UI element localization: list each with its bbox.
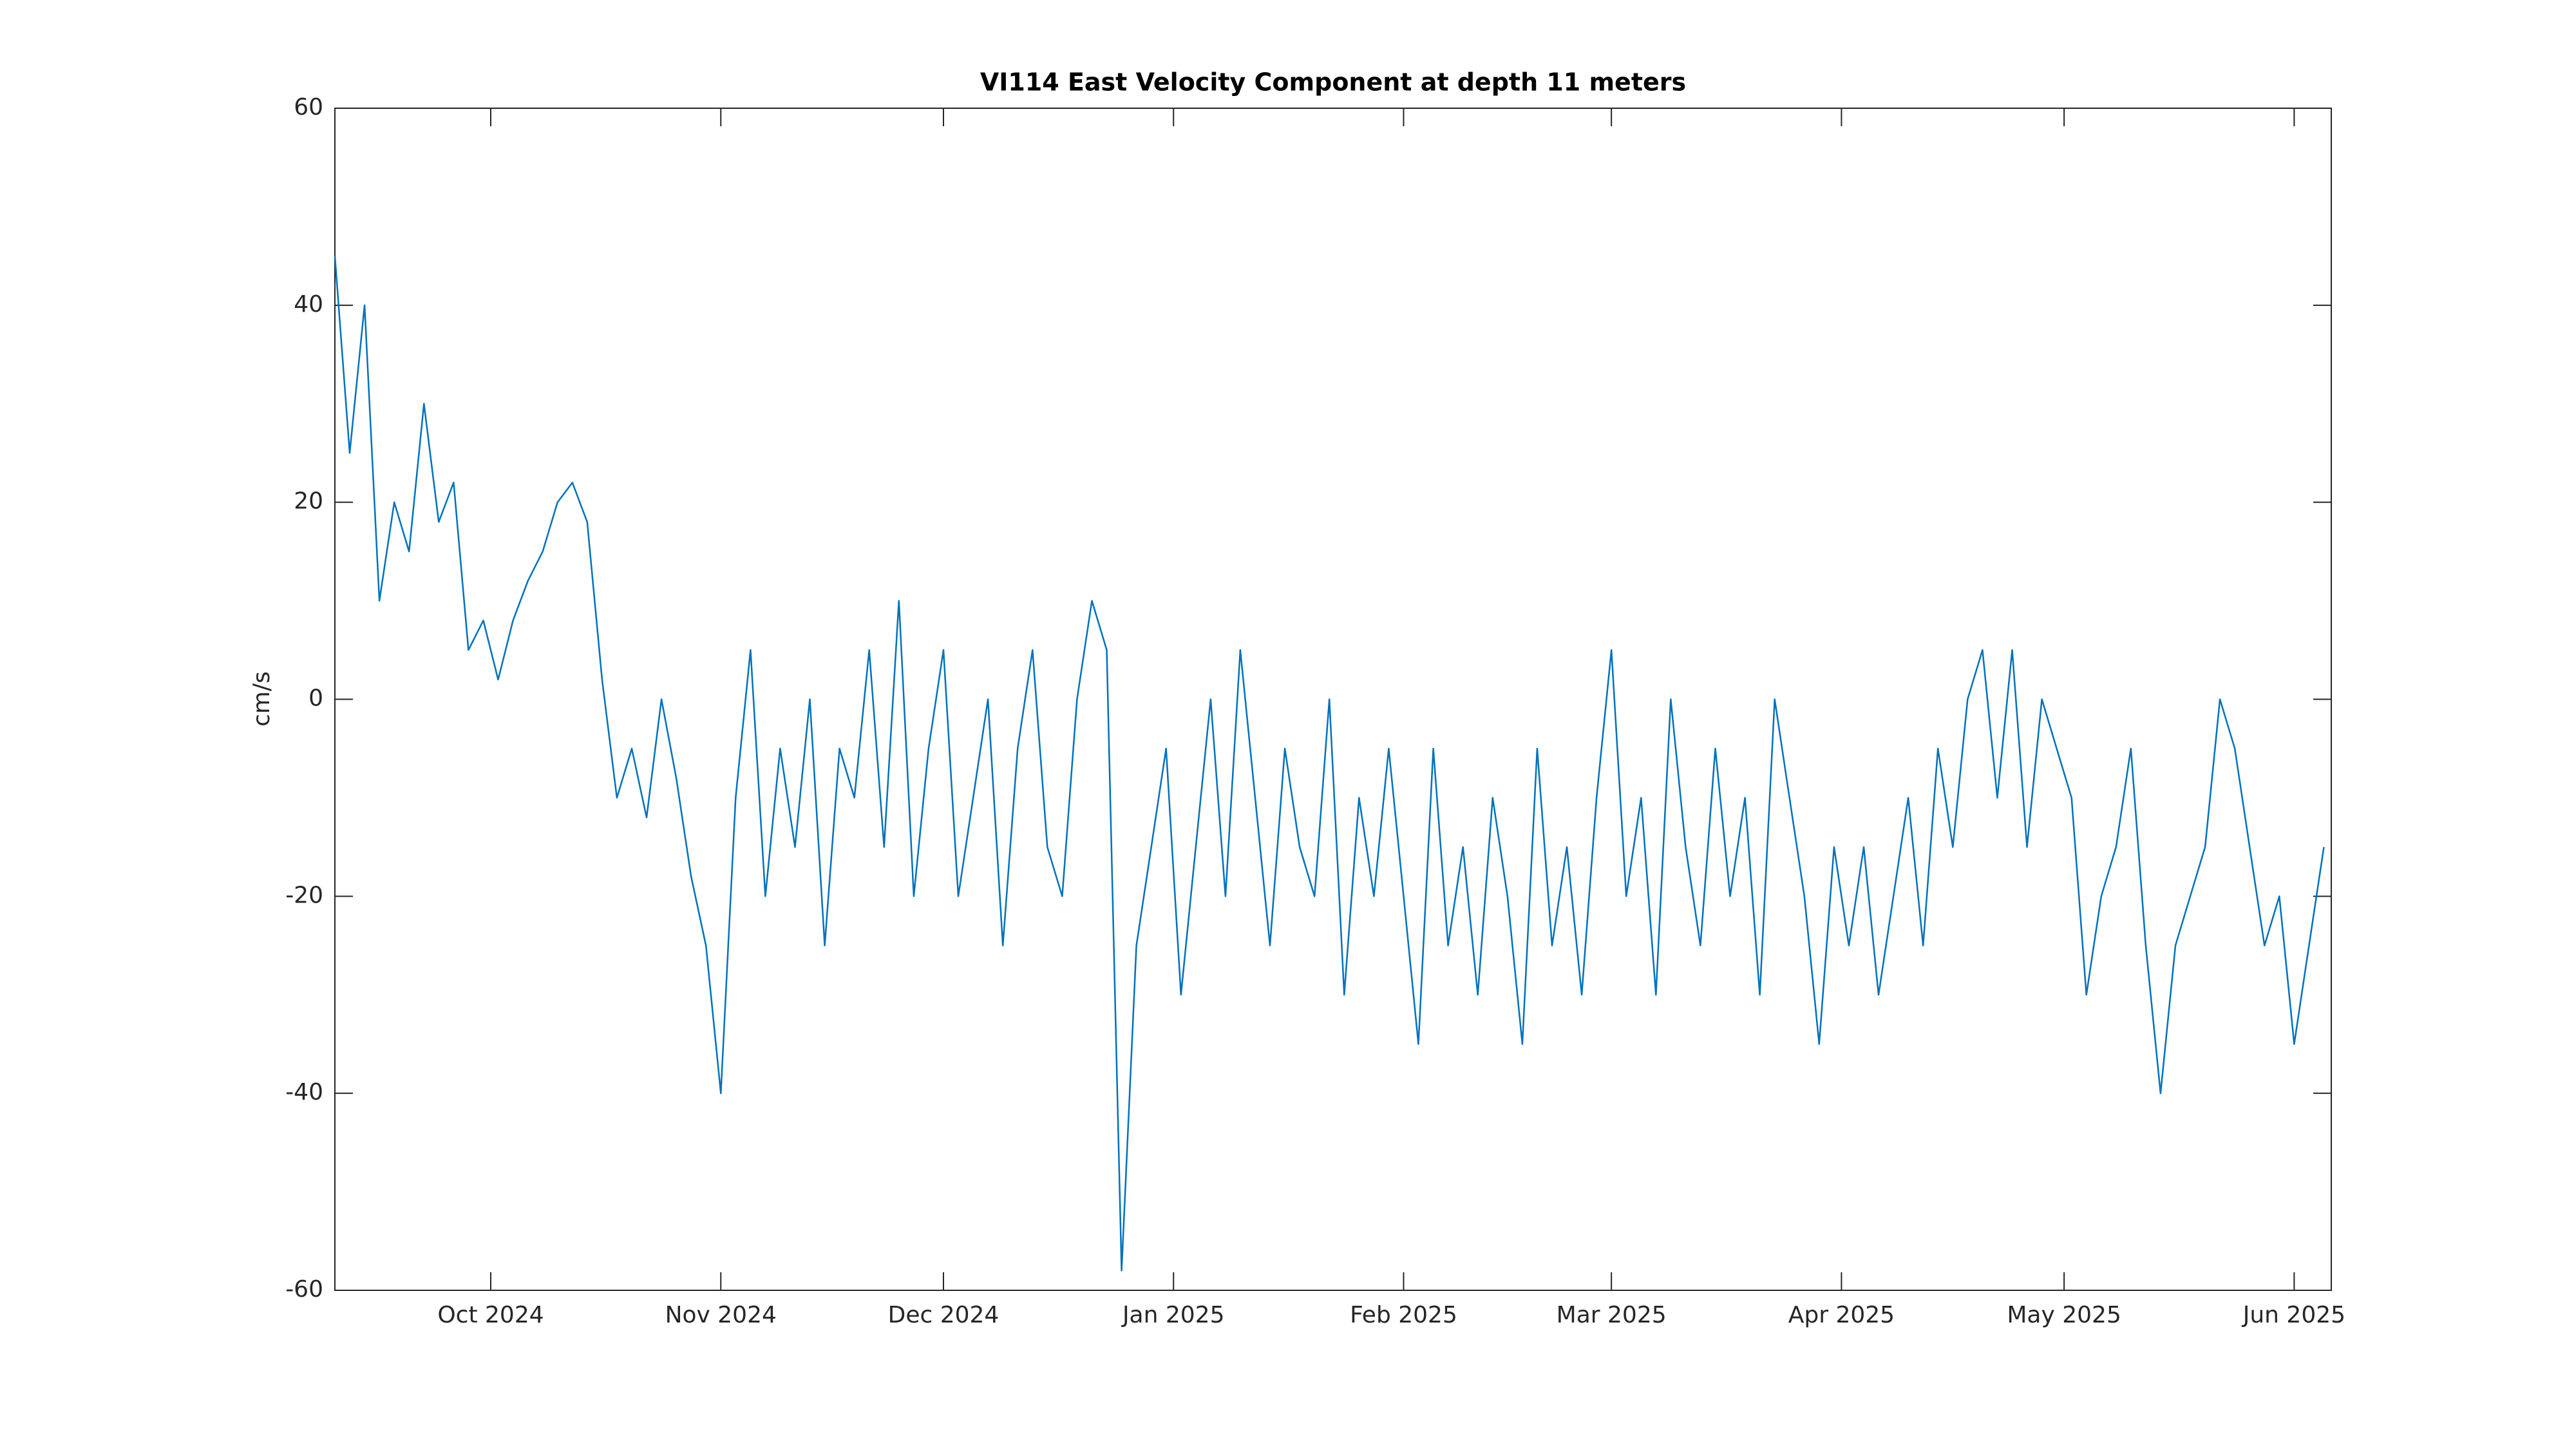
x-tick-label: Jun 2025: [2242, 1302, 2345, 1328]
x-tick-label: Mar 2025: [1557, 1302, 1667, 1328]
y-tick-label: -60: [285, 1276, 323, 1303]
y-tick-label: 0: [308, 685, 323, 712]
y-tick-label: 60: [294, 94, 323, 120]
y-axis-label: cm/s: [249, 671, 275, 727]
x-tick-label: May 2025: [2007, 1302, 2121, 1328]
chart-title: VI114 East Velocity Component at depth 1…: [980, 68, 1686, 97]
y-tick-label: -20: [285, 882, 323, 908]
x-tick-label: Oct 2024: [437, 1302, 544, 1328]
data-line: [334, 256, 2325, 1272]
y-tick-label: 40: [294, 291, 323, 318]
x-tick-label: Nov 2024: [665, 1302, 777, 1328]
x-tick-label: Apr 2025: [1788, 1302, 1895, 1328]
x-tick-label: Feb 2025: [1350, 1302, 1457, 1328]
x-tick-label: Jan 2025: [1121, 1302, 1225, 1328]
axes-box: [334, 108, 2332, 1291]
x-tick-label: Dec 2024: [888, 1302, 999, 1328]
y-tick-label: -40: [285, 1079, 323, 1105]
y-tick-label: 20: [294, 488, 323, 515]
